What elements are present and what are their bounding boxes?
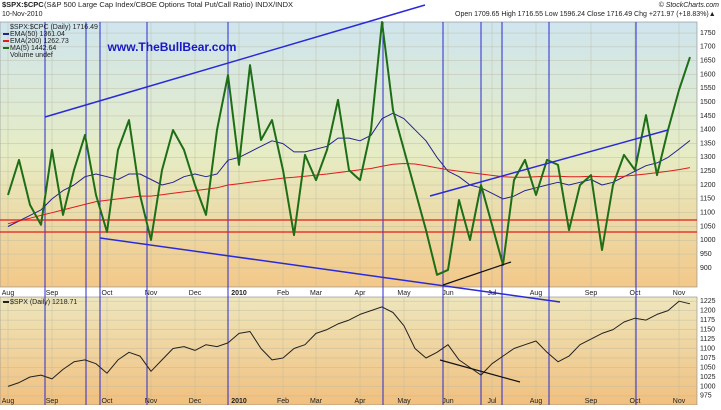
- series-line: [7, 112, 691, 227]
- x-tick-label: Nov: [673, 290, 686, 297]
- x-tick-label: Jun: [442, 290, 453, 297]
- x-tick-label: Jun: [442, 398, 453, 405]
- y-tick-label: 1700: [700, 44, 716, 51]
- x-tick-label: Dec: [189, 290, 202, 297]
- series-line: [7, 300, 691, 387]
- vertical-markers: [44, 22, 637, 405]
- x-tick-label: Jul: [488, 290, 497, 297]
- series-line: [7, 21, 691, 276]
- y-tick-label: 1200: [700, 182, 716, 189]
- x-tick-label: Nov: [673, 398, 686, 405]
- x-tick-label: Nov: [145, 398, 158, 405]
- date: 10-Nov-2010: [2, 11, 43, 18]
- y-tick-label: 1150: [700, 326, 715, 333]
- y-tick-label: 1175: [700, 317, 715, 324]
- y-tick-label: 1250: [700, 168, 716, 175]
- y-tick-label: 1500: [700, 99, 716, 106]
- y-tick-label: 1550: [700, 85, 716, 92]
- x-tick-label: Oct: [102, 290, 113, 297]
- y-tick-label: 1650: [700, 58, 716, 65]
- y-tick-label: 1750: [700, 30, 716, 37]
- y-tick-label: 1050: [700, 364, 716, 371]
- y-tick-label: 1125: [700, 336, 715, 343]
- y-tick-label: 1300: [700, 154, 716, 161]
- y-tick-label: 1075: [700, 355, 716, 362]
- x-tick-label: 2010: [231, 290, 247, 297]
- source: © StockCharts.com: [659, 1, 720, 9]
- y-tick-label: 1225: [700, 298, 716, 305]
- x-tick-label: Sep: [46, 398, 59, 405]
- y-tick-label: 1100: [700, 210, 715, 217]
- x-tick-label: Sep: [585, 398, 598, 405]
- y-tick-label: 975: [700, 393, 712, 400]
- y-tick-label: 1000: [700, 383, 716, 390]
- x-tick-label: Nov: [145, 290, 158, 297]
- x-tick-label: Aug: [530, 290, 543, 297]
- x-tick-label: May: [397, 290, 411, 297]
- x-tick-label: Jul: [488, 398, 497, 405]
- legend-entry: $SPX (Daily) 1218.71: [10, 299, 77, 306]
- bottom-panel: [0, 296, 698, 406]
- x-tick-label: Oct: [630, 290, 641, 297]
- legend-entry: EMA(50) 1361.04: [10, 31, 65, 38]
- x-tick-label: Feb: [277, 398, 289, 405]
- y-tick-label: 1100: [700, 345, 715, 352]
- legend-entry: EMA(200) 1262.73: [10, 38, 69, 45]
- x-tick-label: May: [397, 398, 411, 405]
- y-tick-label: 950: [700, 251, 712, 258]
- x-tick-label: Feb: [277, 290, 289, 297]
- y-tick-label: 1150: [700, 196, 715, 203]
- x-tick-label: Apr: [355, 290, 367, 297]
- support-lines: [0, 219, 697, 233]
- y-tick-label: 1600: [700, 71, 716, 78]
- trend-lines: [44, 4, 669, 303]
- x-tick-label: Aug: [2, 290, 15, 297]
- description: (S&P 500 Large Cap Index/CBOE Options To…: [44, 0, 293, 9]
- x-tick-label: Mar: [310, 398, 323, 405]
- top-panel: [0, 21, 698, 288]
- legend-entry: $SPX:$CPC (Daily) 1716.49: [10, 24, 98, 31]
- x-tick-label: Aug: [2, 398, 15, 405]
- y-tick-label: 1350: [700, 140, 716, 147]
- watermark: www.TheBullBear.com: [107, 40, 237, 54]
- x-tick-label: Mar: [310, 290, 323, 297]
- x-tick-label: Dec: [189, 398, 202, 405]
- x-tick-label: Aug: [530, 398, 543, 405]
- legend-entry: MA(5) 1442.64: [10, 45, 56, 52]
- quote: Open 1709.65 High 1716.55 Low 1596.24 Cl…: [455, 11, 716, 18]
- x-tick-label: Oct: [630, 398, 641, 405]
- x-tick-label: Sep: [46, 290, 59, 297]
- y-tick-label: 1400: [700, 127, 716, 134]
- y-tick-label: 1000: [700, 237, 716, 244]
- y-tick-label: 1450: [700, 113, 716, 120]
- x-tick-label: Sep: [585, 290, 598, 297]
- y-tick-label: 1025: [700, 374, 716, 381]
- divergence-lines: [439, 261, 521, 383]
- symbol: $SPX:$CPC: [2, 0, 44, 9]
- y-tick-label: 1200: [700, 307, 716, 314]
- x-tick-label: Apr: [355, 398, 367, 405]
- x-tick-label: Oct: [102, 398, 113, 405]
- legend-entry: Volume undef: [10, 52, 53, 59]
- y-tick-label: 900: [700, 265, 712, 272]
- x-tick-label: 2010: [231, 398, 247, 405]
- y-tick-label: 1050: [700, 223, 716, 230]
